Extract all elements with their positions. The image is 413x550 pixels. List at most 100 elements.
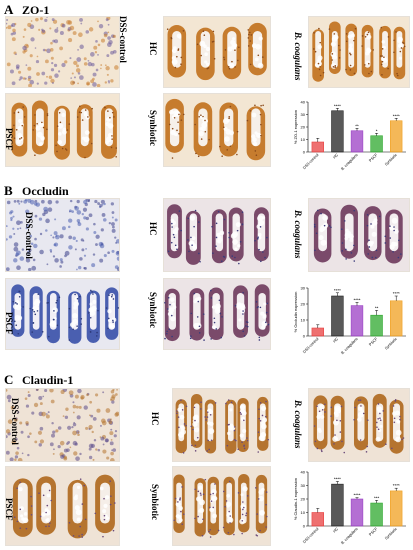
label-c-dss: DSS-control [10, 398, 20, 445]
significance-label: **** [334, 288, 341, 293]
panel-letter-b: B [4, 183, 13, 198]
bar [370, 502, 383, 527]
label-a-dss: DSS-control [118, 16, 128, 63]
bar [370, 314, 383, 337]
bar [350, 130, 364, 153]
y-tick-label: 40 [301, 469, 306, 474]
bar [331, 295, 344, 337]
micrograph-c-syn [172, 466, 271, 546]
label-c-hc: HC [150, 412, 160, 426]
panel-title-occludin: Occludin [22, 184, 69, 198]
category-label: HC [332, 153, 339, 160]
label-c-syn: Synbiotic [150, 484, 160, 521]
category-label: Synbiotic [384, 337, 398, 351]
bar [390, 120, 403, 153]
y-tick-label: 0 [303, 333, 306, 338]
bar [311, 327, 324, 337]
y-tick-label: 30 [301, 483, 306, 488]
y-tick-label: 10 [301, 317, 306, 322]
label-b-bc: B. coagulans [293, 210, 303, 259]
category-label: B. coagulans [340, 527, 358, 545]
significance-label: *** [374, 495, 380, 500]
category-label: PSCF [368, 152, 378, 162]
panel-title-claudin1: Claudin-1 [22, 373, 74, 387]
bar [370, 135, 383, 153]
label-a-syn: Synbiotic [148, 110, 158, 147]
category-label: HC [332, 527, 339, 534]
category-label: Synbiotic [384, 527, 398, 541]
bar [350, 498, 364, 527]
label-b-hc: HC [148, 222, 158, 236]
micrograph-b-pscf [5, 278, 120, 350]
y-axis-label: % Claudin-1 expression [293, 478, 298, 520]
micrograph-c-bc [308, 388, 410, 462]
y-tick-label: 10 [301, 137, 306, 142]
micrograph-a-hc [163, 16, 271, 88]
panel-letter-c: C [4, 372, 14, 387]
significance-label: ** [355, 123, 359, 128]
micrograph-b-hc [163, 198, 271, 272]
category-label: B. coagulans [340, 153, 358, 171]
bar-chart-svg: 0 10 20 30 40% Claudin-1 expression DSS-contr… [293, 469, 406, 545]
significance-label: ** [375, 305, 379, 310]
category-label: DSS-control [302, 337, 319, 354]
label-a-hc: HC [148, 42, 158, 56]
category-label: HC [332, 337, 339, 344]
category-label: DSS-control [302, 527, 319, 544]
category-label: Synbiotic [384, 153, 398, 167]
bar [311, 141, 324, 153]
significance-label: **** [353, 297, 360, 302]
chart-occludin: 0 10 20 30% Occludin expression DSS-control *… [290, 282, 410, 355]
category-label: PSCF [368, 336, 378, 346]
y-tick-label: 0 [303, 149, 306, 154]
y-tick-label: 30 [301, 112, 306, 117]
bar [390, 490, 403, 527]
y-tick-label: 0 [303, 523, 306, 528]
micrograph-c-dss [5, 388, 120, 462]
panel-letter-a: A [4, 2, 14, 17]
significance-label: **** [353, 493, 360, 498]
y-tick-label: 20 [301, 301, 306, 306]
significance-label: **** [334, 476, 341, 481]
y-tick-label: 20 [301, 496, 306, 501]
micrograph-b-dss [5, 198, 120, 272]
micrograph-c-hc [172, 388, 271, 462]
y-axis-label: % Occludin expression [293, 292, 298, 333]
micrograph-a-bc [308, 16, 410, 88]
label-b-syn: Synbiotic [148, 292, 158, 329]
chart-zo1: 0 10 20 30 40% ZO-1 expression DSS-control ***… [290, 96, 410, 171]
bar [311, 512, 324, 527]
label-c-pscf: PSCF [4, 498, 14, 521]
significance-label: **** [393, 291, 400, 296]
y-axis-label: % ZO-1 expression [293, 110, 298, 144]
y-tick-label: 10 [301, 510, 306, 515]
category-label: PSCF [368, 526, 378, 536]
chart-claudin1: 0 10 20 30 40% Claudin-1 expression DSS-contr… [290, 466, 410, 545]
y-tick-label: 20 [301, 124, 306, 129]
label-b-pscf: PSCF [4, 312, 14, 335]
label-c-bc: B. coagulans [293, 400, 303, 449]
significance-label: **** [334, 103, 341, 108]
y-tick-label: 40 [301, 99, 306, 104]
micrograph-a-dss [5, 16, 120, 88]
bar [350, 305, 364, 337]
micrograph-b-bc [308, 198, 410, 272]
label-b-dss: DSS-control [24, 212, 34, 259]
micrograph-b-syn [163, 278, 271, 350]
panel-title-zo1: ZO-1 [22, 3, 50, 17]
bar [331, 110, 344, 153]
micrograph-a-pscf [5, 93, 120, 167]
label-a-pscf: PSCF [4, 128, 14, 151]
significance-label: * [376, 128, 378, 133]
bar-chart-svg: 0 10 20 30% Occludin expression DSS-control *… [293, 285, 406, 355]
micrograph-a-syn [163, 93, 271, 167]
micrograph-c-pscf [5, 466, 120, 546]
y-tick-label: 30 [301, 285, 306, 290]
category-label: DSS-control [302, 153, 319, 170]
label-a-bc: B. coagulans [293, 32, 303, 81]
bar [331, 483, 344, 527]
bar [390, 300, 403, 337]
significance-label: **** [393, 113, 400, 118]
significance-label: **** [393, 483, 400, 488]
